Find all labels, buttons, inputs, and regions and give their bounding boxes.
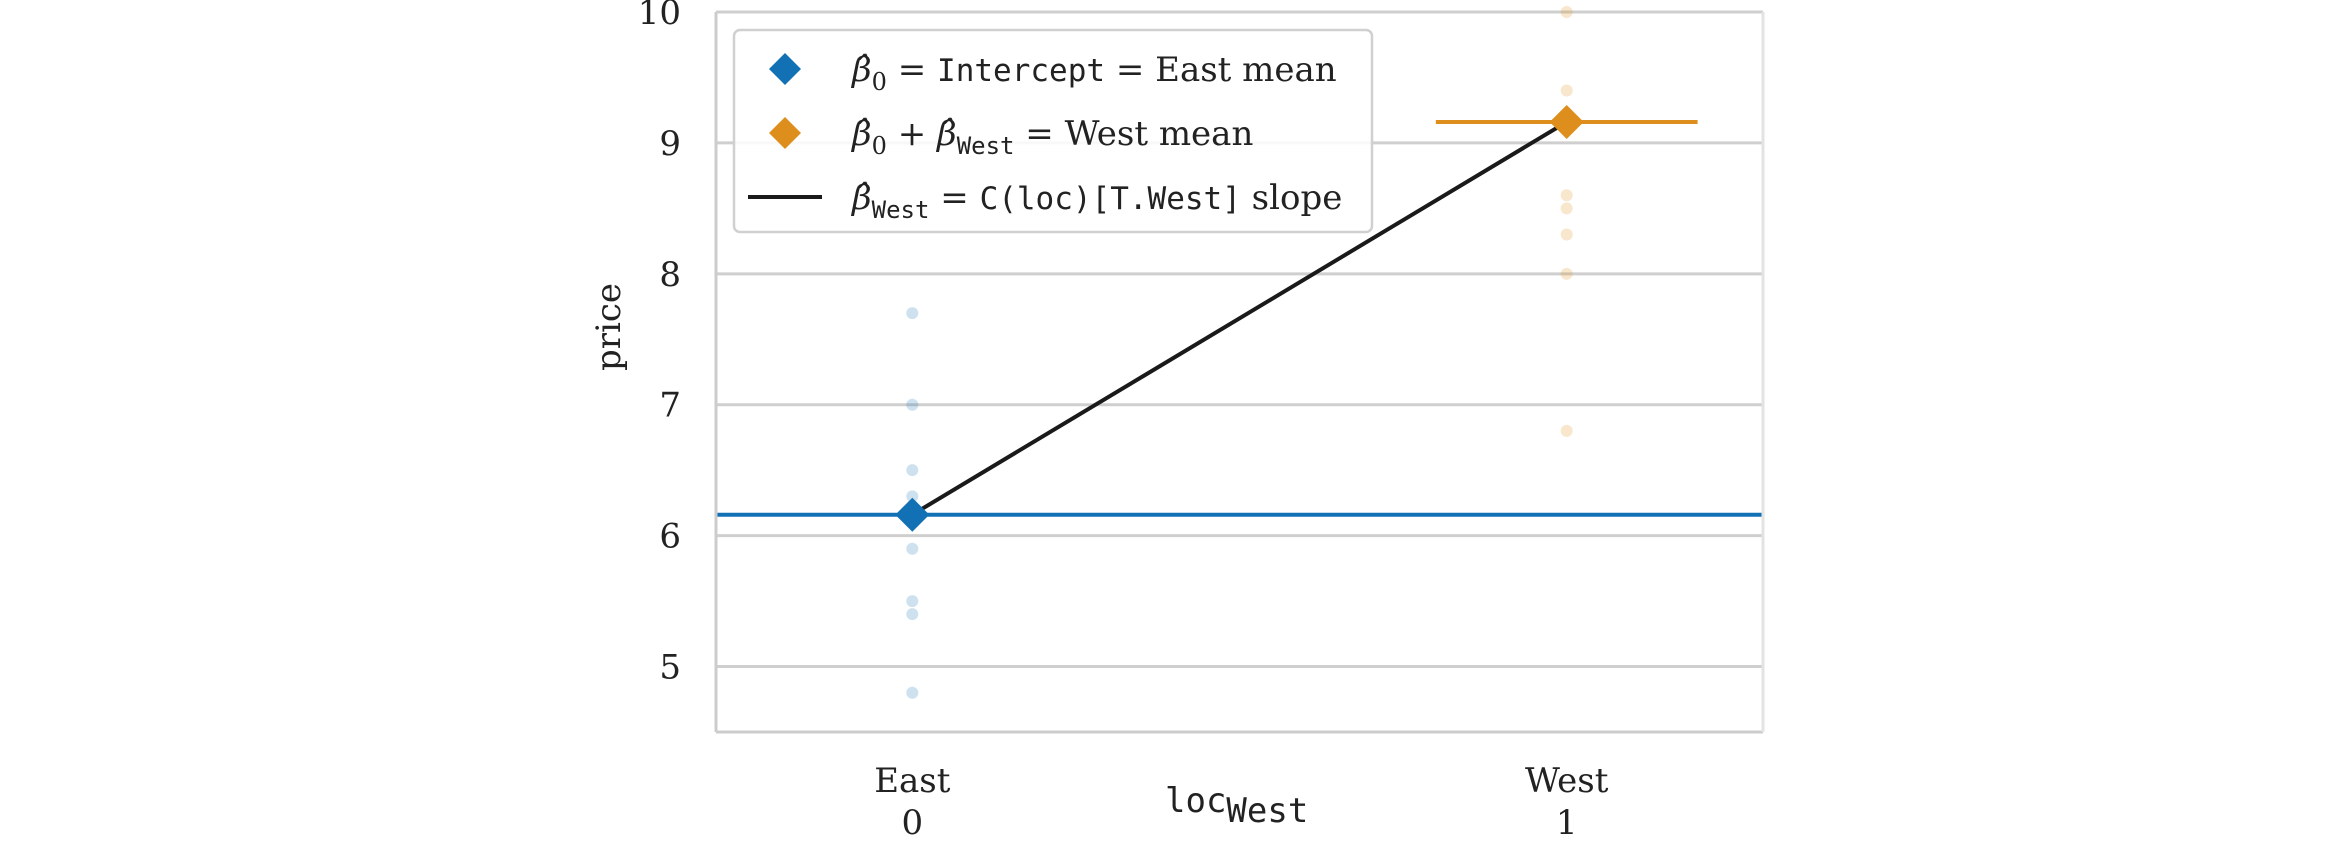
- x-axis-label-sub: West: [1226, 791, 1308, 831]
- axis-labels: locWest price: [589, 283, 1308, 831]
- legend-label-2-part-2: =: [929, 178, 979, 218]
- y-tick-label-7: 7: [659, 386, 681, 426]
- legend-label-0-part-3: Intercept: [937, 53, 1105, 89]
- x-axis-label: locWest: [1165, 781, 1308, 831]
- y-axis-label: price: [589, 283, 629, 371]
- legend-label-2: β̂West = C(loc)[T.West] slope: [850, 178, 1342, 224]
- legend-label-1-part-3: β̂: [935, 114, 957, 154]
- y-tick-label-9: 9: [659, 124, 681, 164]
- point-west-5: [1560, 267, 1573, 280]
- legend-label-1-part-4: West: [957, 132, 1015, 160]
- west-mean-marker: [1549, 104, 1584, 139]
- east-mean-marker: [895, 497, 930, 532]
- point-west-6: [1560, 424, 1573, 437]
- legend-label-0-part-1: 0: [872, 68, 887, 96]
- y-tick-label-10: 10: [638, 0, 681, 33]
- data-points: [906, 6, 1573, 699]
- point-east-3: [906, 490, 919, 503]
- x-axis-label-main: loc: [1165, 781, 1226, 821]
- point-west-3: [1560, 202, 1573, 215]
- point-east-8: [906, 686, 919, 699]
- y-tick-label-8: 8: [659, 255, 681, 295]
- point-west-2: [1560, 189, 1573, 202]
- point-east-7: [906, 608, 919, 621]
- x-tick-label-east: East: [874, 761, 951, 801]
- legend-label-1-part-5: = West mean: [1015, 114, 1254, 154]
- legend-label-0-part-2: =: [887, 50, 937, 90]
- legend-label-0-part-0: β̂: [850, 50, 872, 90]
- point-east-2: [906, 464, 919, 477]
- legend-marker-0: [769, 53, 801, 85]
- point-east-6: [906, 595, 919, 608]
- slope-line: [911, 120, 1568, 517]
- legend-label-2-part-0: β̂: [850, 178, 872, 218]
- y-tick-label-5: 5: [659, 648, 681, 688]
- point-east-1: [906, 398, 919, 411]
- point-east-0: [906, 307, 919, 320]
- legend-label-0: β̂0 = Intercept = East mean: [850, 50, 1337, 96]
- legend-label-2-part-1: West: [872, 196, 930, 224]
- legend-label-1-part-0: β̂: [850, 114, 872, 154]
- legend-label-1-part-1: 0: [872, 132, 887, 160]
- grid: [716, 10, 1763, 669]
- legend-label-0-part-4: = East mean: [1105, 50, 1337, 90]
- mean-markers: [895, 104, 1584, 532]
- legend-marker-1: [769, 117, 801, 149]
- point-west-4: [1560, 228, 1573, 241]
- legend-label-2-part-4: slope: [1241, 178, 1343, 218]
- legend-label-1: β̂0 + β̂West = West mean: [850, 114, 1253, 160]
- legend-label-2-part-3: C(loc)[T.West]: [980, 181, 1241, 217]
- x-tick-label-west: West: [1525, 761, 1609, 801]
- point-west-1: [1560, 84, 1573, 97]
- x-tick-code-east: 0: [901, 803, 923, 843]
- legend-label-1-part-2: +: [887, 114, 937, 154]
- legend-box: [732, 28, 1374, 234]
- point-west-0: [1560, 6, 1573, 18]
- x-tick-code-west: 1: [1556, 803, 1578, 843]
- point-east-5: [906, 542, 919, 555]
- y-tick-label-6: 6: [659, 517, 681, 557]
- axes: [714, 12, 1765, 734]
